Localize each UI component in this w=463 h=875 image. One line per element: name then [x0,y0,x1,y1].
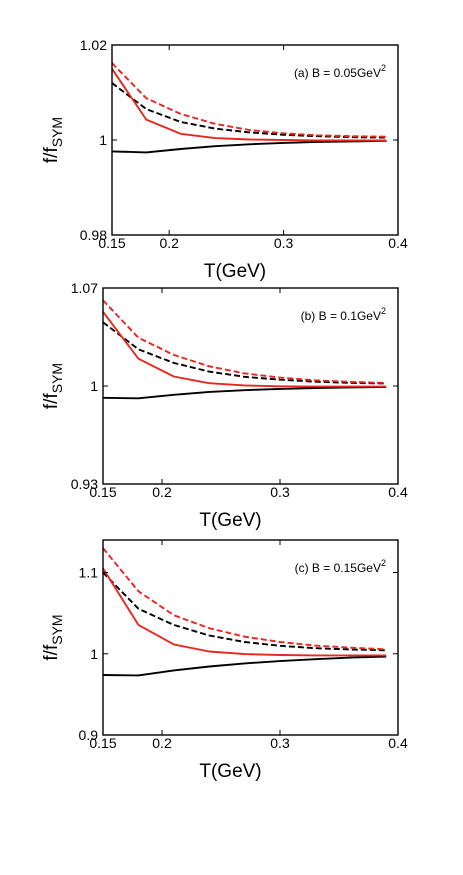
x-axis-title: T(GeV) [199,510,261,531]
series-line-black-dashed [111,82,387,139]
y-tick-label: 0.93 [71,476,98,492]
y-tick-label: 1 [99,132,107,148]
annotation-superscript: 2 [381,558,386,568]
series-line-black-solid [102,386,387,400]
y-axis-title-main: f/f [41,147,62,164]
panel-c: 0.15 0.2 0.3 0.4 0.9 1 1.1 T(GeV) f/fSYM (c) B = … [41,539,408,782]
y-axis-title-sub: SYM [49,363,65,393]
annotation-text: (a) B = 0.05GeV [294,66,381,80]
series-line-red-dashed [111,62,387,138]
x-tick-label: 0.15 [89,484,116,500]
annotation-superscript: 2 [381,63,386,73]
y-axis-title: f/fSYM [41,117,65,163]
y-axis-title-sub: SYM [49,117,65,147]
series-line-red-dashed [102,547,387,651]
panel-a: 0.15 0.2 0.3 0.4 0.98 1 1.02 T(GeV) f/fSYM (a) B … [41,37,408,282]
x-tick-label: 0.2 [159,235,179,251]
y-tick-label: 1 [90,646,98,662]
series-line-black-solid [111,139,387,154]
x-axis-title: T(GeV) [199,761,261,782]
y-axis-title-main: f/f [41,644,62,661]
annotation-text: (b) B = 0.1GeV [301,309,381,323]
x-tick-label: 0.2 [152,484,172,500]
y-tick-label: 0.98 [80,227,107,243]
x-tick-label: 0.3 [270,735,290,751]
y-tick-label: 1.02 [80,37,107,53]
x-axis-title: T(GeV) [204,261,266,282]
panel-annotation-a: (a) B = 0.05GeV2 [294,63,386,80]
x-tick-label: 0.3 [274,235,294,251]
series-line-red-solid [102,311,387,388]
y-tick-label: 0.9 [79,727,99,743]
x-tick-label: 0.4 [388,484,408,500]
series-line-red-solid [111,68,387,142]
series-line-black-dashed [102,321,387,385]
x-tick-label: 0.2 [152,735,172,751]
svg-text:f/fSYM: f/fSYM [41,117,65,163]
annotation-text: (c) B = 0.15GeV [295,561,381,575]
panel-annotation-b: (b) B = 0.1GeV2 [301,306,386,323]
y-axis-title: f/fSYM [41,614,65,660]
y-axis-title-main: f/f [41,393,62,410]
annotation-superscript: 2 [381,306,386,316]
x-tick-label: 0.4 [388,735,408,751]
svg-text:f/fSYM: f/fSYM [41,614,65,660]
series-line-black-dashed [102,571,387,652]
svg-text:f/fSYM: f/fSYM [41,363,65,409]
x-tick-label: 0.15 [89,735,116,751]
series-line-red-solid [102,567,387,657]
x-tick-label: 0.3 [270,484,290,500]
y-axis-title: f/fSYM [41,363,65,409]
series-line-red-dashed [102,299,387,384]
y-tick-label: 1.1 [79,565,99,581]
y-tick-label: 1 [90,378,98,394]
y-tick-label: 1.07 [71,280,98,296]
y-axis-title-sub: SYM [49,614,65,644]
panel-annotation-c: (c) B = 0.15GeV2 [295,558,386,575]
panel-b: 0.15 0.2 0.3 0.4 0.93 1 1.07 T(GeV) f/fSYM (b) B … [41,280,408,531]
x-tick-label: 0.4 [388,235,408,251]
x-tick-label: 0.15 [98,235,125,251]
plot-frame [102,539,399,736]
series-line-black-solid [102,655,387,677]
